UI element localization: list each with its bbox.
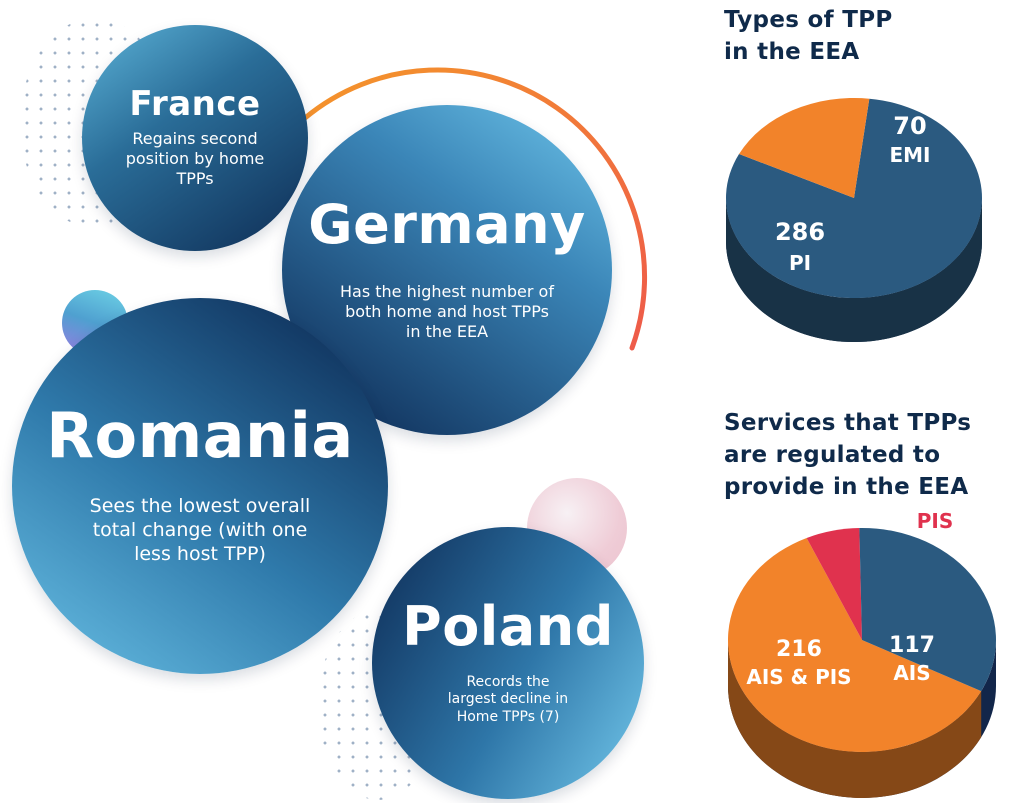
tpp-types-pie-chart: 286 PI 70 EMI — [726, 98, 982, 342]
france-description: Regains second position by home TPPs — [125, 129, 265, 188]
pie-slice-emi — [739, 98, 870, 198]
pie-category-label: PIS — [917, 510, 954, 533]
pie-slice-ais-pis — [728, 538, 982, 752]
romania-title: Romania — [46, 399, 354, 473]
romania-bubble: Romania Sees the lowest overall total ch… — [12, 298, 388, 674]
pie-value-label: 286 — [775, 218, 825, 246]
pie-side-ais-pis — [728, 640, 982, 798]
pie-slice-pis — [806, 528, 862, 640]
poland-title: Poland — [402, 594, 614, 658]
france-title: France — [129, 84, 261, 124]
pie-category-label: EMI — [889, 143, 930, 167]
poland-bubble: Poland Records the largest decline in Ho… — [372, 527, 644, 799]
france-bubble: France Regains second position by home T… — [82, 25, 308, 251]
romania-description: Sees the lowest overall total change (wi… — [89, 495, 311, 565]
pie-category-label: AIS & PIS — [746, 665, 851, 689]
pie-slice-pi — [726, 98, 982, 298]
germany-title: Germany — [308, 193, 586, 256]
pie-value-label: 70 — [893, 112, 926, 140]
pie-category-label: PI — [789, 251, 811, 275]
poland-description: Records the largest decline in Home TPPs… — [447, 673, 569, 725]
pie-category-label: AIS — [893, 661, 930, 685]
pie-value-label: 117 — [889, 633, 935, 658]
chart-2-title: Services that TPPs are regulated to prov… — [724, 410, 972, 500]
pie-value-label: 216 — [776, 637, 822, 662]
germany-description: Has the highest number of both home and … — [340, 282, 554, 341]
pie-side-pi — [726, 198, 982, 342]
chart-1-title: Types of TPP in the EEA — [724, 7, 893, 65]
pie-slice-ais — [859, 528, 996, 692]
